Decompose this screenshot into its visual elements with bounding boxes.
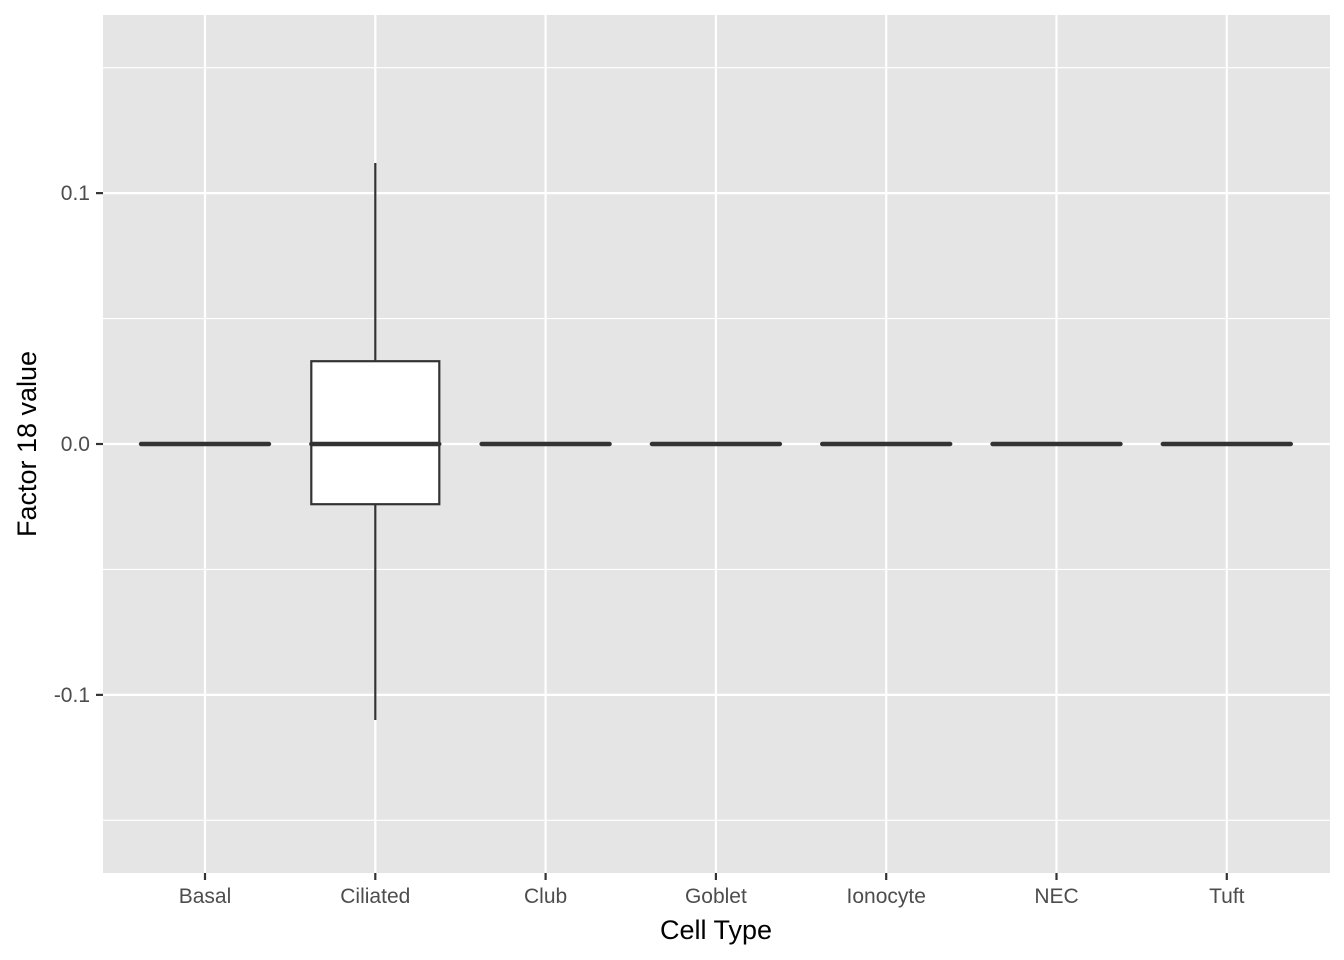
x-tick-label: Ciliated — [340, 885, 410, 908]
x-tick-label: Basal — [179, 885, 232, 908]
box-ciliated — [309, 163, 442, 720]
y-axis: -0.1 0.0 0.1 — [54, 182, 103, 707]
x-tick-label: Goblet — [685, 885, 747, 908]
y-tick-label: 0.0 — [61, 433, 90, 456]
x-tick-label: Ionocyte — [847, 885, 926, 908]
y-tick-label: 0.1 — [61, 182, 90, 205]
x-tick-label: NEC — [1034, 885, 1078, 908]
y-tick-label: -0.1 — [54, 684, 90, 707]
x-tick-label: Club — [524, 885, 567, 908]
y-axis-title: Factor 18 value — [12, 351, 42, 537]
box-series — [138, 163, 1294, 720]
x-axis: Basal Ciliated Club Goblet Ionocyte NEC Tuft — [179, 873, 1245, 908]
x-tick-label: Tuft — [1209, 885, 1245, 908]
x-axis-title: Cell Type — [660, 915, 772, 945]
iqr-box — [310, 360, 441, 506]
